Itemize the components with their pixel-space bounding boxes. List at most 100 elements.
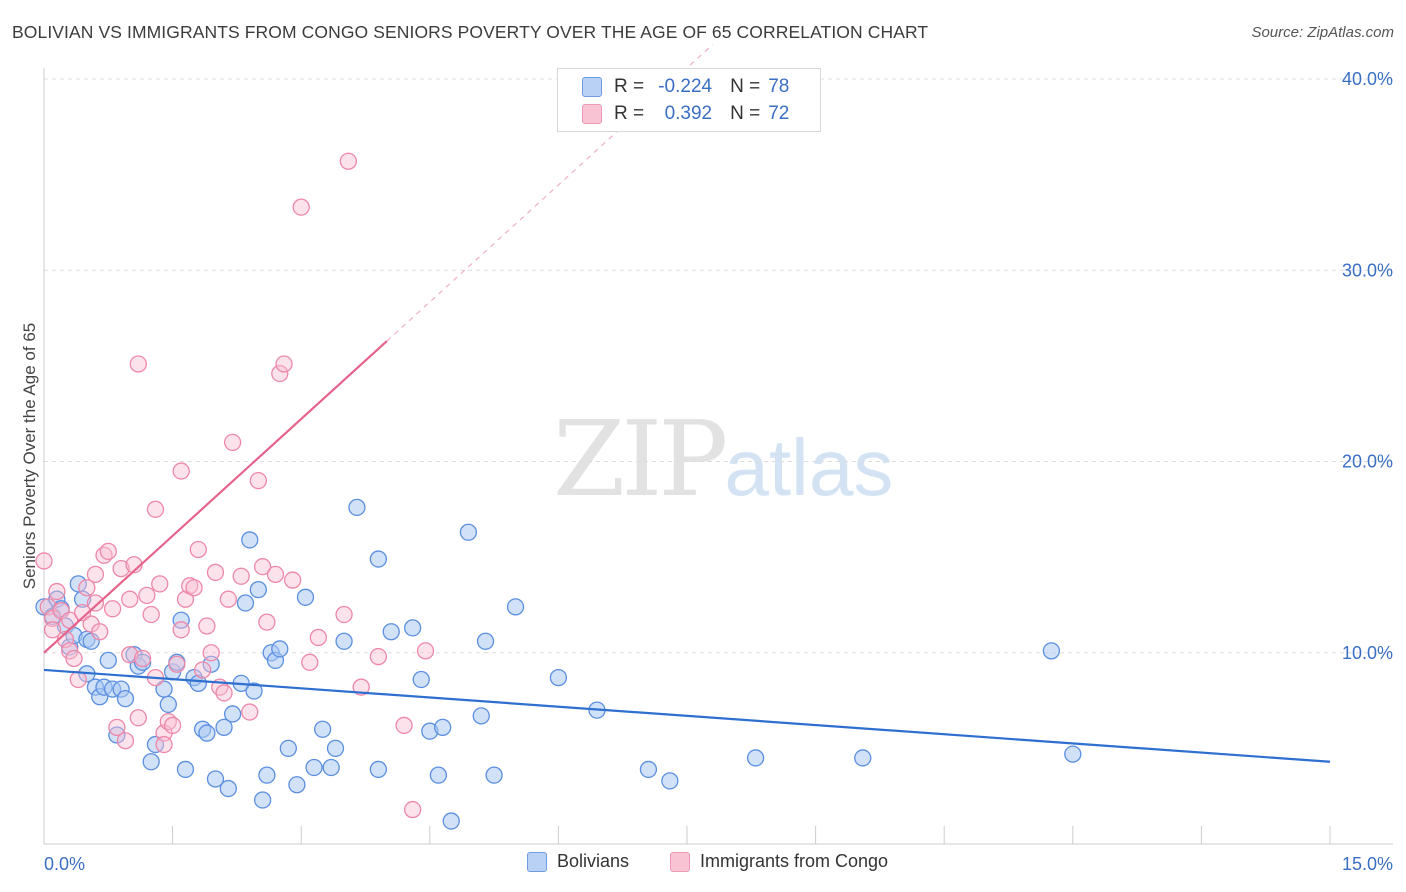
congo-point (129, 709, 147, 727)
congo-point (283, 571, 302, 589)
bolivians-point (176, 760, 195, 779)
bolivians-point (313, 720, 332, 738)
congo-point (193, 661, 212, 679)
bolivians-point (369, 760, 388, 779)
bolivians-point (253, 791, 272, 809)
congo-point (301, 653, 319, 671)
bolivians-point (223, 705, 242, 723)
bolivians-point (429, 766, 448, 784)
congo-point (416, 642, 435, 660)
bolivians-point (206, 770, 225, 788)
congo-trend-extension (386, 44, 714, 342)
congo-point (155, 735, 173, 754)
n-value: 72 (768, 103, 790, 124)
watermark: ZIPatlas (553, 398, 893, 520)
congo-point (352, 678, 370, 696)
bolivians-point (279, 739, 297, 758)
congo-point (69, 670, 87, 689)
congo-point (172, 621, 190, 639)
congo-point (292, 198, 310, 216)
y-tick-label: 10.0% (1342, 643, 1393, 663)
bolivians-point (245, 682, 263, 700)
congo-point (133, 649, 152, 668)
bolivians-point (369, 550, 388, 568)
r-label: R = (614, 76, 645, 97)
congo-point (52, 602, 70, 620)
bolivians-point (322, 758, 340, 777)
x-tick-label: 0.0% (44, 854, 85, 874)
n-label: N = (730, 103, 761, 124)
y-tick-label: 40.0% (1342, 69, 1393, 89)
correlation-legend: R = -0.224 N = 78 R = 0.392 N = 72 (557, 68, 821, 132)
n-label: N = (730, 76, 761, 97)
congo-point (116, 732, 135, 750)
bolivians-point (476, 632, 495, 650)
bolivians-point (99, 651, 117, 670)
congo-point (339, 152, 358, 170)
congo-point (198, 617, 216, 635)
y-tick-label: 30.0% (1342, 260, 1393, 280)
r-value: 0.392 (664, 103, 713, 124)
bolivians-point (305, 758, 323, 777)
legend-row-bolivians: R = -0.224 N = 78 (582, 74, 789, 100)
congo-point (168, 655, 186, 673)
congo-point (223, 433, 242, 452)
bolivians-point (326, 739, 345, 758)
series-legend: Bolivians Immigrants from Congo (0, 851, 1406, 879)
congo-point (309, 628, 327, 647)
bolivians-point (249, 580, 267, 599)
bolivians-point (1064, 745, 1082, 763)
congo-point (271, 364, 289, 383)
bolivians-point (236, 594, 255, 612)
congo-point (172, 462, 190, 480)
y-axis-label: Seniors Poverty Over the Age of 65 (20, 322, 39, 590)
congo-point (121, 590, 139, 608)
congo-point (206, 563, 225, 582)
bolivians-point (335, 632, 353, 650)
congo-point (99, 542, 117, 561)
bolivians-point (485, 766, 503, 784)
congo-point (146, 500, 165, 518)
congo-point (151, 575, 169, 593)
congo-point (219, 590, 237, 608)
bolivians-point (159, 695, 177, 714)
legend-label-bolivians: Bolivians (557, 851, 630, 871)
congo-point (249, 471, 267, 490)
legend-item-bolivians[interactable]: Bolivians (527, 851, 629, 872)
congo-point (86, 565, 105, 583)
bolivians-point (746, 749, 765, 767)
legend-item-congo[interactable]: Immigrants from Congo (670, 851, 888, 872)
congo-point (91, 623, 109, 641)
bolivians-point (288, 776, 306, 794)
congo-point (185, 579, 203, 597)
congo-point (142, 605, 160, 624)
congo-trend-line (43, 340, 388, 654)
bolivians-point (189, 674, 207, 692)
legend-row-congo: R = 0.392 N = 72 (582, 101, 789, 127)
bolivians-point (258, 766, 276, 784)
congo-point (241, 703, 259, 721)
bolivians-point (506, 598, 525, 616)
congo-point (65, 649, 83, 668)
congo-swatch (582, 104, 602, 124)
bolivians-point (271, 640, 289, 658)
bolivians-trend-line (43, 668, 1331, 763)
bolivians-point (172, 611, 190, 629)
bolivians-point (82, 632, 100, 650)
bolivians-point (219, 779, 237, 798)
bolivians-point (116, 690, 135, 708)
bolivians-point (133, 653, 152, 671)
congo-point (103, 600, 122, 618)
congo-point (163, 716, 182, 735)
congo-point (395, 716, 413, 735)
bolivians-point (382, 623, 400, 641)
congo-point (121, 646, 139, 664)
bolivians-point (549, 668, 568, 687)
bolivians-point (412, 670, 430, 689)
chart-title: BOLIVIAN VS IMMIGRANTS FROM CONGO SENIOR… (12, 22, 929, 42)
congo-point (266, 565, 285, 583)
bolivians-legend-swatch (527, 851, 547, 872)
bolivians-point (198, 724, 216, 742)
congo-point (215, 684, 233, 702)
